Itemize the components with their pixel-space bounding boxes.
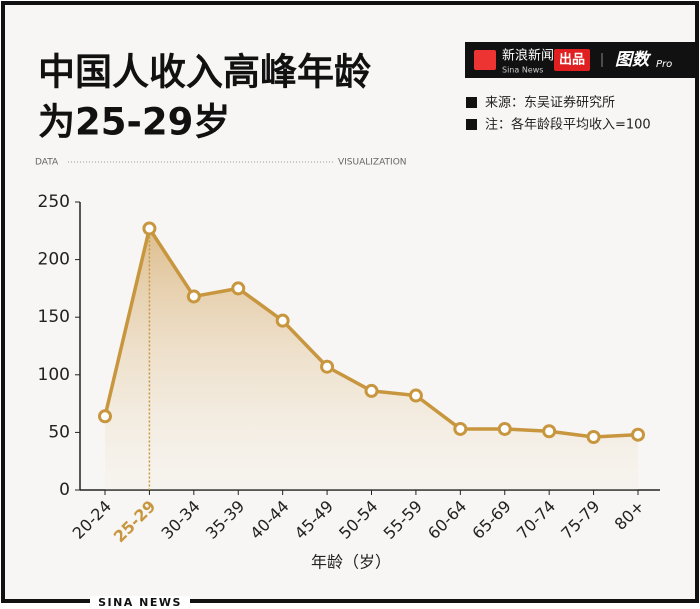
- point: [586, 430, 601, 445]
- note: 注：各年龄段平均收入=100: [485, 117, 651, 133]
- point: [275, 313, 290, 328]
- point: [320, 359, 335, 374]
- point: [142, 221, 157, 236]
- divider-label: VISUALIZATION: [338, 158, 407, 168]
- title-line: 为25-29岁: [38, 101, 230, 144]
- point: [631, 427, 645, 442]
- y-tick-label: 0: [59, 480, 70, 500]
- note-marker: [466, 97, 477, 108]
- note: 来源：东吴证券研究所: [485, 95, 615, 111]
- title-line: 中国人收入高峰年龄: [38, 51, 371, 94]
- point: [231, 281, 246, 296]
- y-tick-label: 200: [38, 250, 70, 270]
- point: [497, 421, 512, 436]
- brand-tag: 出品: [559, 52, 585, 68]
- divider-label: DATA: [35, 158, 59, 168]
- brand-product: 图数: [615, 50, 652, 70]
- point: [542, 424, 557, 439]
- brand-logo: [474, 50, 496, 70]
- point: [186, 289, 201, 304]
- note-marker: [466, 119, 477, 130]
- y-tick-label: 50: [48, 422, 70, 442]
- x-axis-label: 年龄（岁）: [311, 553, 391, 572]
- brand-tag-bg: [554, 49, 590, 71]
- y-tick-label: 250: [38, 192, 70, 212]
- footer-bg: [90, 596, 190, 609]
- point: [364, 383, 379, 398]
- y-tick-label: 150: [38, 307, 70, 327]
- footer: SINA NEWS: [98, 596, 182, 609]
- brand-name: 新浪新闻: [502, 48, 554, 64]
- y-tick-label: 100: [38, 365, 70, 385]
- brand-product-sub: Pro: [656, 59, 672, 70]
- brand-name-en: Sina News: [502, 66, 543, 75]
- point: [98, 409, 112, 424]
- point: [408, 388, 423, 403]
- point: [453, 421, 468, 436]
